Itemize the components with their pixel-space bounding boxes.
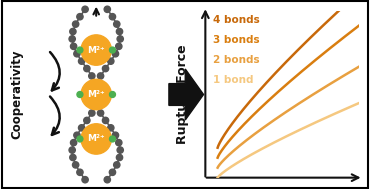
Circle shape <box>77 91 83 98</box>
Circle shape <box>70 154 76 161</box>
Circle shape <box>116 28 122 35</box>
Text: Cooperativity: Cooperativity <box>10 50 23 139</box>
Circle shape <box>117 147 123 153</box>
Circle shape <box>109 169 115 175</box>
Circle shape <box>95 95 101 101</box>
Circle shape <box>81 35 111 65</box>
Circle shape <box>91 95 98 101</box>
Circle shape <box>74 51 80 57</box>
Text: Rupture Force: Rupture Force <box>176 45 189 144</box>
Circle shape <box>112 51 119 57</box>
Circle shape <box>78 58 85 64</box>
Text: M²⁺: M²⁺ <box>87 90 105 99</box>
Circle shape <box>77 47 83 53</box>
Circle shape <box>94 102 100 109</box>
Circle shape <box>109 14 115 20</box>
Text: 4 bonds: 4 bonds <box>213 15 260 25</box>
Circle shape <box>74 132 80 138</box>
Text: M²⁺: M²⁺ <box>87 134 105 143</box>
Circle shape <box>116 43 122 50</box>
Circle shape <box>116 139 122 146</box>
Circle shape <box>73 21 79 27</box>
Circle shape <box>73 162 79 168</box>
Circle shape <box>95 88 101 94</box>
Circle shape <box>70 28 76 35</box>
Circle shape <box>116 154 122 161</box>
Circle shape <box>92 80 99 87</box>
Circle shape <box>91 88 98 94</box>
Circle shape <box>77 169 83 175</box>
FancyArrow shape <box>169 69 204 120</box>
Text: 2 bonds: 2 bonds <box>213 55 260 65</box>
Circle shape <box>81 79 111 110</box>
Circle shape <box>108 125 114 131</box>
Circle shape <box>110 91 115 98</box>
Text: 3 bonds: 3 bonds <box>213 35 260 45</box>
Circle shape <box>114 162 120 168</box>
Circle shape <box>77 136 83 142</box>
Circle shape <box>97 110 104 116</box>
Circle shape <box>77 14 83 20</box>
Circle shape <box>92 102 99 109</box>
Circle shape <box>81 124 111 154</box>
Circle shape <box>89 110 95 116</box>
Circle shape <box>112 132 119 138</box>
Circle shape <box>69 147 75 153</box>
Circle shape <box>82 6 88 12</box>
Circle shape <box>70 139 77 146</box>
Circle shape <box>78 125 85 131</box>
Circle shape <box>110 47 115 53</box>
Circle shape <box>69 36 75 42</box>
Text: M²⁺: M²⁺ <box>87 46 105 55</box>
Circle shape <box>89 73 95 79</box>
Circle shape <box>94 80 100 87</box>
Circle shape <box>114 21 120 27</box>
Circle shape <box>104 177 111 183</box>
Circle shape <box>110 136 115 142</box>
Circle shape <box>70 43 77 50</box>
Circle shape <box>97 73 104 79</box>
Circle shape <box>82 177 88 183</box>
Circle shape <box>102 65 109 72</box>
Circle shape <box>108 58 114 64</box>
Circle shape <box>102 117 109 124</box>
Circle shape <box>104 6 111 12</box>
Circle shape <box>84 65 90 72</box>
Circle shape <box>117 36 123 42</box>
Text: 1 bond: 1 bond <box>213 74 253 84</box>
Circle shape <box>84 117 90 124</box>
